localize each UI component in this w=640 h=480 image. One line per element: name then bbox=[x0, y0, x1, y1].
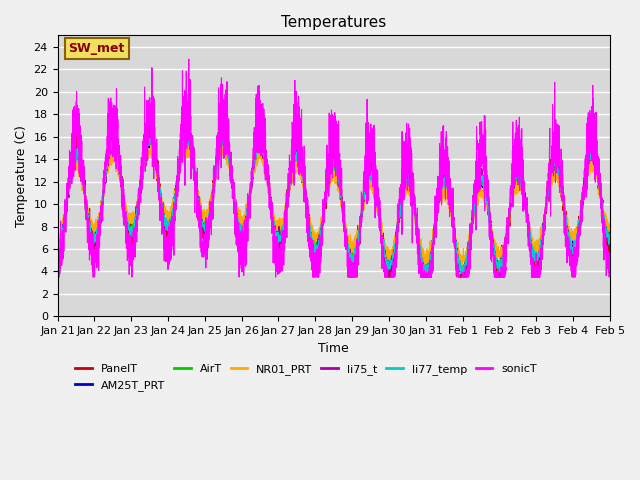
AirT bbox=[397, 202, 405, 208]
sonicT bbox=[397, 175, 405, 181]
PanelT bbox=[54, 249, 61, 255]
PanelT bbox=[184, 115, 191, 121]
Legend: PanelT, AM25T_PRT, AirT, NR01_PRT, li75_t, li77_temp, sonicT: PanelT, AM25T_PRT, AirT, NR01_PRT, li75_… bbox=[71, 360, 541, 395]
AM25T_PRT bbox=[606, 238, 614, 243]
li75_t bbox=[388, 253, 396, 259]
PanelT bbox=[554, 153, 561, 159]
Title: Temperatures: Temperatures bbox=[281, 15, 387, 30]
PanelT bbox=[606, 240, 614, 246]
AM25T_PRT bbox=[208, 195, 216, 201]
AirT bbox=[388, 254, 396, 260]
li77_temp bbox=[388, 260, 396, 265]
NR01_PRT bbox=[606, 224, 614, 230]
AirT bbox=[182, 133, 190, 139]
AM25T_PRT bbox=[458, 271, 465, 276]
li75_t bbox=[554, 161, 561, 167]
sonicT bbox=[388, 274, 396, 280]
AM25T_PRT bbox=[606, 230, 614, 236]
li77_temp bbox=[606, 234, 614, 240]
NR01_PRT bbox=[172, 187, 180, 193]
sonicT bbox=[606, 274, 614, 279]
NR01_PRT bbox=[397, 206, 405, 212]
Line: li77_temp: li77_temp bbox=[58, 127, 610, 275]
AM25T_PRT bbox=[172, 190, 180, 195]
Line: AM25T_PRT: AM25T_PRT bbox=[58, 136, 610, 274]
li77_temp bbox=[172, 189, 180, 195]
li75_t bbox=[422, 274, 429, 280]
Line: sonicT: sonicT bbox=[58, 59, 610, 277]
PanelT bbox=[172, 193, 180, 199]
NR01_PRT bbox=[208, 196, 216, 202]
li75_t bbox=[182, 122, 190, 128]
li77_temp bbox=[554, 169, 561, 175]
sonicT bbox=[54, 264, 61, 270]
AM25T_PRT bbox=[182, 133, 189, 139]
Line: NR01_PRT: NR01_PRT bbox=[58, 140, 610, 269]
li75_t bbox=[606, 242, 614, 248]
AirT bbox=[172, 187, 180, 193]
li77_temp bbox=[606, 240, 614, 246]
li77_temp bbox=[184, 124, 192, 130]
li77_temp bbox=[397, 202, 405, 208]
li77_temp bbox=[208, 194, 216, 200]
AM25T_PRT bbox=[397, 198, 405, 204]
Text: SW_met: SW_met bbox=[68, 42, 125, 55]
X-axis label: Time: Time bbox=[318, 342, 349, 355]
li75_t bbox=[397, 196, 405, 202]
PanelT bbox=[606, 243, 614, 249]
AirT bbox=[606, 233, 614, 239]
sonicT bbox=[554, 160, 561, 166]
Line: AirT: AirT bbox=[58, 136, 610, 272]
li75_t bbox=[172, 184, 180, 190]
NR01_PRT bbox=[181, 137, 189, 143]
sonicT bbox=[208, 217, 216, 223]
PanelT bbox=[349, 274, 357, 280]
AirT bbox=[554, 167, 561, 172]
NR01_PRT bbox=[458, 266, 466, 272]
li77_temp bbox=[459, 272, 467, 278]
sonicT bbox=[606, 261, 614, 267]
sonicT bbox=[185, 56, 193, 62]
AirT bbox=[606, 231, 614, 237]
AirT bbox=[208, 193, 216, 199]
li75_t bbox=[208, 197, 216, 203]
Line: li75_t: li75_t bbox=[58, 125, 610, 277]
li75_t bbox=[606, 235, 614, 241]
sonicT bbox=[172, 207, 180, 213]
Y-axis label: Temperature (C): Temperature (C) bbox=[15, 125, 28, 227]
AM25T_PRT bbox=[388, 258, 396, 264]
PanelT bbox=[208, 192, 216, 198]
NR01_PRT bbox=[54, 237, 61, 242]
PanelT bbox=[397, 190, 405, 196]
Line: PanelT: PanelT bbox=[58, 118, 610, 277]
PanelT bbox=[388, 252, 396, 258]
NR01_PRT bbox=[388, 253, 396, 259]
li75_t bbox=[54, 249, 61, 254]
NR01_PRT bbox=[554, 180, 561, 185]
AM25T_PRT bbox=[554, 166, 561, 172]
li77_temp bbox=[54, 245, 61, 251]
AirT bbox=[423, 269, 431, 275]
AM25T_PRT bbox=[54, 246, 61, 252]
AirT bbox=[54, 242, 61, 248]
NR01_PRT bbox=[606, 224, 614, 230]
sonicT bbox=[54, 274, 61, 280]
